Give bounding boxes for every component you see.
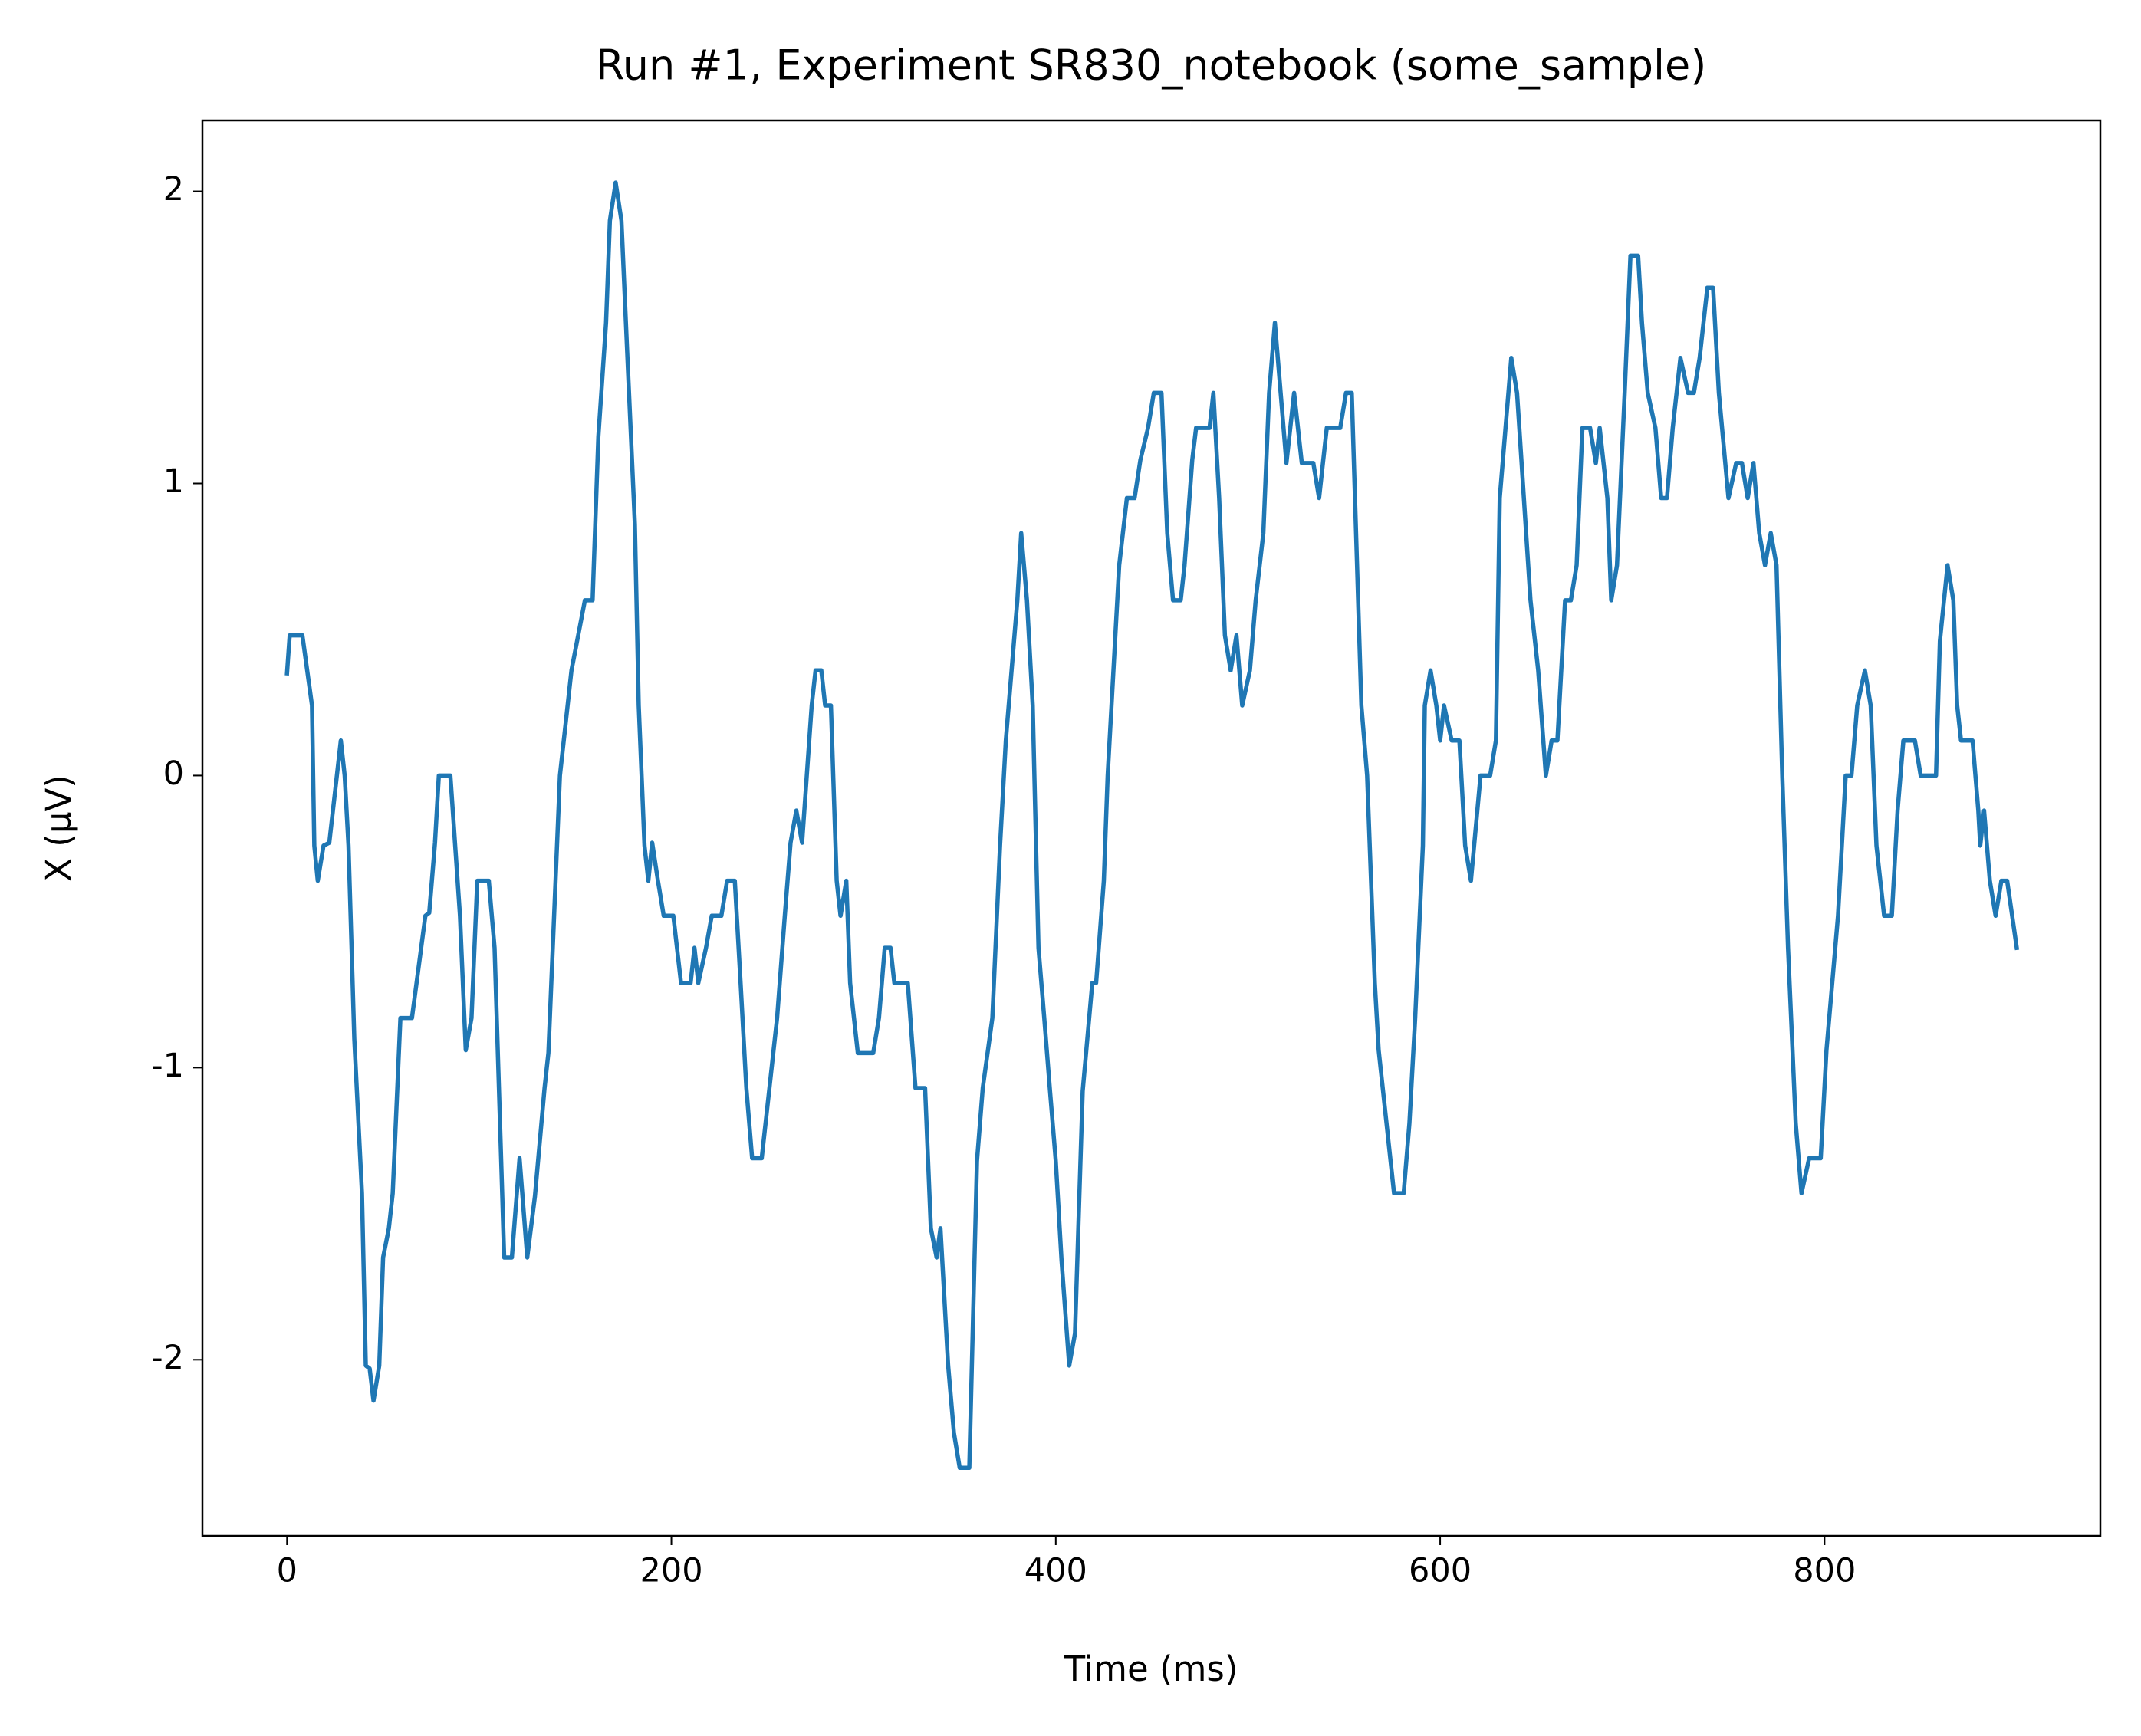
y-axis-label: X (μV): [38, 774, 79, 882]
x-axis-label: Time (ms): [1064, 1649, 1238, 1689]
data-line: [284, 180, 2020, 1470]
chart-title: Run #1, Experiment SR830_notebook (some_…: [596, 41, 1707, 90]
y-tick-label: -1: [151, 1047, 184, 1085]
y-tick-label: 0: [163, 755, 184, 793]
x-tick-label: 400: [1024, 1552, 1087, 1590]
x-tick-label: 200: [640, 1552, 703, 1590]
y-tick-label: -2: [151, 1339, 184, 1377]
y-tick-label: 2: [163, 170, 184, 209]
x-tick-label: 600: [1409, 1552, 1472, 1590]
plot-frame: [201, 119, 2102, 1537]
x-tick-label: 0: [277, 1552, 298, 1590]
x-tick-label: 800: [1793, 1552, 1856, 1590]
y-tick-label: 1: [163, 462, 184, 501]
